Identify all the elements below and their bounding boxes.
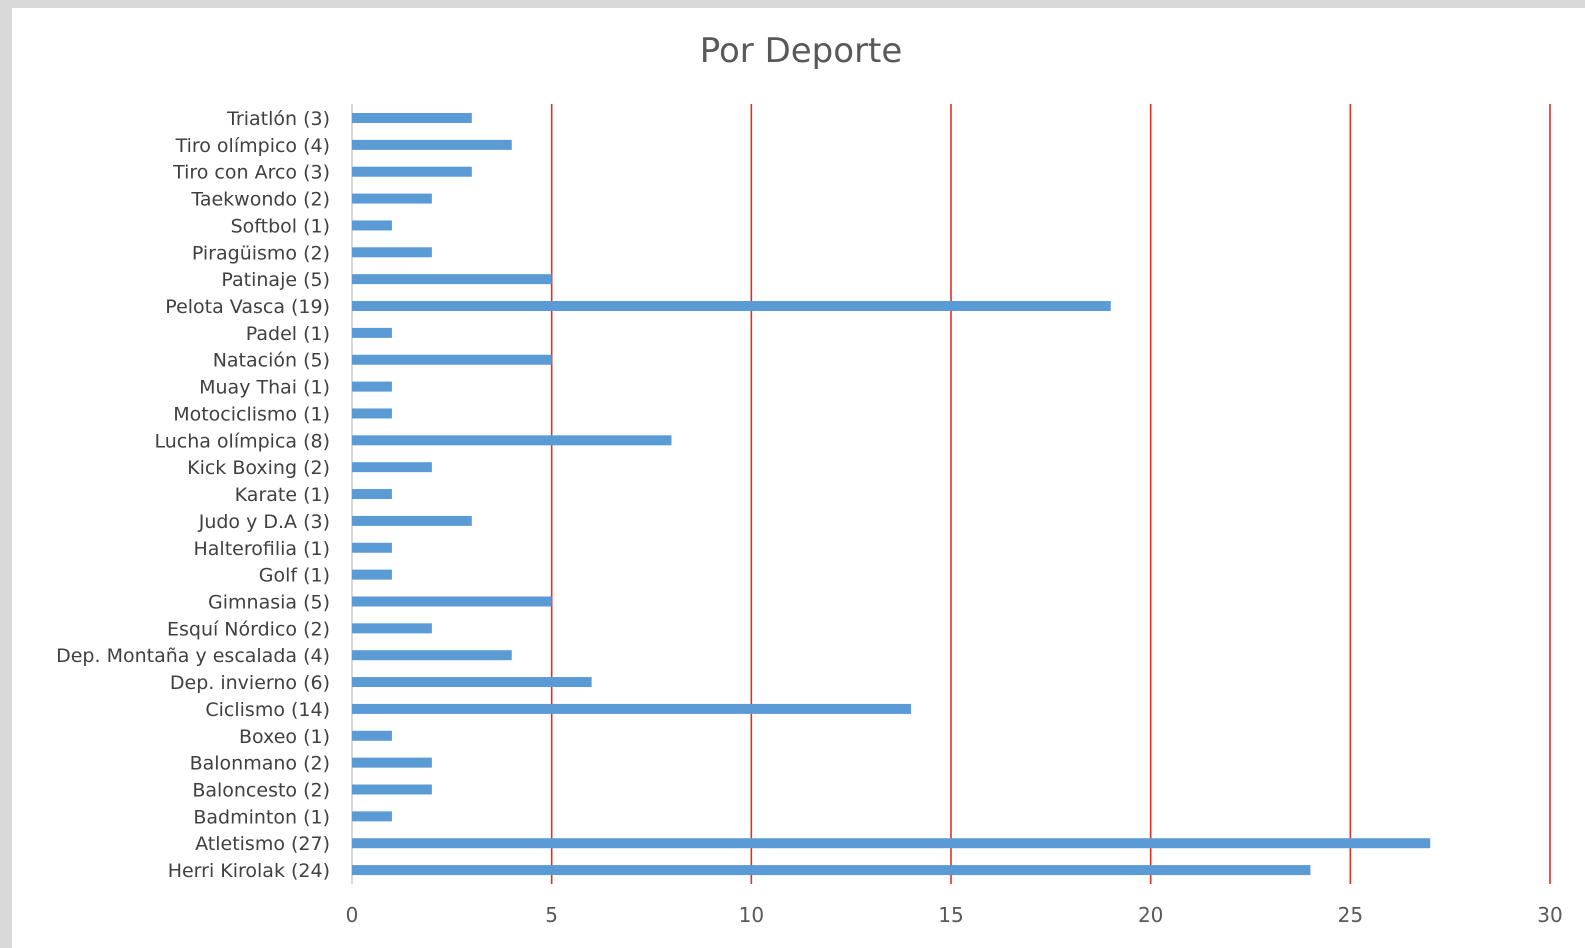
category-label: Judo y D.A (3): [198, 511, 330, 533]
bar: [352, 838, 1431, 849]
x-tick-labels: 0 5 10 15 20 25 30: [346, 903, 1563, 927]
bar: [352, 220, 392, 231]
bar: [352, 274, 552, 285]
bar: [352, 757, 432, 768]
category-label: Boxeo (1): [239, 726, 330, 748]
bar: [352, 408, 392, 419]
bar: [352, 730, 392, 741]
category-label: Tiro con Arco (3): [172, 162, 330, 184]
category-label: Lucha olímpica (8): [154, 430, 330, 452]
category-label: Karate (1): [235, 484, 330, 506]
category-label: Golf (1): [259, 565, 330, 587]
category-label: Dep. invierno (6): [170, 672, 330, 694]
category-label: Dep. Montaña y escalada (4): [56, 645, 330, 667]
category-label: Atletismo (27): [195, 833, 330, 855]
category-label: Piragüismo (2): [192, 242, 330, 264]
bar: [352, 166, 472, 177]
bar: [352, 193, 432, 204]
x-tick-label: 5: [545, 903, 558, 927]
bar: [352, 381, 392, 392]
x-tick-label: 25: [1338, 903, 1363, 927]
bar: [352, 301, 1111, 312]
bar: [352, 703, 912, 714]
bar: [352, 489, 392, 500]
category-label: Patinaje (5): [221, 269, 330, 291]
bar: [352, 435, 672, 446]
bar: [352, 113, 472, 123]
bar: [352, 569, 392, 580]
category-label: Motociclismo (1): [173, 403, 330, 425]
chart-panel: Por Deporte Triatlón (3) Tiro olímpico (4…: [12, 8, 1585, 948]
category-label: Natación (5): [213, 350, 330, 372]
bar: [352, 542, 392, 553]
category-label: Tiro olímpico (4): [175, 135, 330, 157]
bars: [352, 113, 1431, 876]
x-tick-label: 20: [1138, 903, 1163, 927]
category-label: Taekwondo (2): [190, 189, 330, 211]
category-labels: Triatlón (3) Tiro olímpico (4) Tiro con Ar…: [56, 108, 330, 882]
bar: [352, 623, 432, 634]
bar: [352, 677, 592, 688]
bar: [352, 784, 432, 795]
gridlines: [351, 104, 1551, 884]
x-tick-label: 0: [346, 903, 359, 927]
chart-title: Por Deporte: [700, 31, 903, 71]
category-label: Baloncesto (2): [192, 780, 330, 802]
category-label: Ciclismo (14): [205, 699, 330, 721]
category-label: Herri Kirolak (24): [168, 860, 330, 882]
category-label: Pelota Vasca (19): [165, 296, 330, 318]
category-label: Balonmano (2): [190, 753, 330, 775]
category-label: Esquí Nórdico (2): [167, 618, 330, 640]
category-label: Halterofilia (1): [194, 538, 331, 560]
bar: [352, 247, 432, 258]
category-label: Gimnasia (5): [208, 591, 330, 613]
bar: [352, 354, 552, 365]
category-label: Muay Thai (1): [199, 377, 330, 399]
x-tick-label: 10: [739, 903, 764, 927]
category-label: Padel (1): [246, 323, 330, 345]
category-label: Kick Boxing (2): [187, 457, 330, 479]
bar: [352, 650, 512, 661]
bar: [352, 811, 392, 822]
bar: [352, 462, 432, 473]
bar: [352, 139, 512, 150]
bar: [352, 515, 472, 526]
category-label: Softbol (1): [231, 215, 330, 237]
bar: [352, 327, 392, 338]
bar: [352, 865, 1311, 876]
x-tick-label: 30: [1537, 903, 1562, 927]
category-label: Triatlón (3): [226, 108, 330, 130]
category-label: Badminton (1): [193, 806, 330, 828]
bar-chart: Por Deporte Triatlón (3) Tiro olímpico (4…: [56, 31, 1563, 927]
x-tick-label: 15: [938, 903, 963, 927]
bar: [352, 596, 552, 607]
